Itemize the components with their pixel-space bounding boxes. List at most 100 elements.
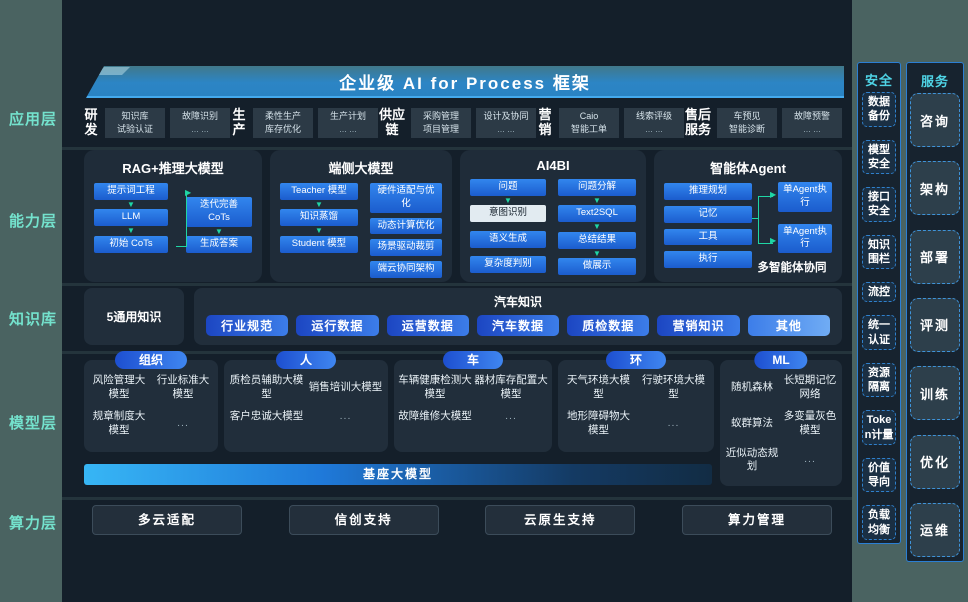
app-task-line: 柔性生产 — [264, 110, 301, 121]
model-group-card-people: 人 质检员辅助大模型 销售培训大模型 客户忠诚大模型 ... — [224, 351, 388, 452]
flow-box: LLM — [94, 209, 168, 227]
flow-box: 工具 — [664, 228, 752, 246]
auto-knowledge-title: 汽车知识 — [493, 295, 542, 309]
app-group-label: 供应链 — [378, 107, 405, 137]
application-layer-row: 研发 知识库 试验认证 故障识别 ... ... 生产 柔性生产 库存优化 生产… — [82, 100, 842, 146]
connector-line — [176, 194, 187, 247]
security-item: 负载均衡 — [862, 505, 896, 540]
layer-divider — [62, 497, 852, 500]
flow-box: Teacher 模型 — [280, 183, 358, 200]
model-group-tag: ML — [754, 351, 808, 369]
app-task-line: ... ... — [339, 124, 357, 134]
flow-box: 语义生成 — [470, 231, 546, 249]
arrow-right-icon: ▶ — [185, 188, 192, 197]
framework-title: 企业级 AI for Process 框架 — [339, 73, 591, 93]
flow-box: 硬件适配与优化 — [370, 183, 442, 213]
framework-title-banner: 企业级 AI for Process 框架 — [86, 66, 844, 98]
compute-layer-row: 多云适配 信创支持 云原生支持 算力管理 — [92, 505, 832, 535]
security-item: 统一认证 — [862, 315, 896, 350]
flow-box-highlight: 意图识别 — [470, 205, 546, 223]
model-item: 质检员辅助大模型 — [229, 374, 304, 400]
security-panel: 安全 数据备份 模型安全 接口安全 知识围栏 流控 统一认证 资源隔离 Toke… — [857, 62, 901, 544]
layer-divider — [62, 283, 852, 286]
connector-line — [752, 218, 759, 219]
app-task-box: Caio 智能工单 — [559, 107, 619, 139]
down-arrow-icon: ▼ — [127, 226, 135, 236]
app-group-label: 营销 — [538, 107, 552, 137]
flow-box: Student 模型 — [280, 235, 358, 253]
security-item: 流控 — [862, 282, 896, 303]
app-group-production: 生产 柔性生产 库存优化 生产计划 ... ... — [230, 107, 378, 139]
model-item: 行业标准大模型 — [156, 374, 210, 400]
arrow-right-icon: ▶ — [770, 190, 777, 199]
model-item: 风险管理大模型 — [92, 374, 146, 400]
model-item: 多变量灰色模型 — [783, 410, 837, 436]
app-task-line: 车预见 — [733, 110, 761, 121]
app-task-line: 故障预警 — [793, 110, 830, 121]
app-task-line: ... ... — [645, 124, 663, 134]
service-item-list: 咨询 架构 部署 评测 训练 优化 运维 — [910, 93, 960, 557]
model-group-tag: 车 — [442, 351, 504, 369]
model-item: 长短期记忆网络 — [783, 374, 837, 400]
flow-box: 动态计算优化 — [370, 217, 442, 235]
general-knowledge-card: 5通用知识 — [84, 288, 184, 345]
app-task-line: 设计及协同 — [483, 110, 529, 121]
card-title: AI4BI — [536, 158, 570, 173]
layer-label-model: 模型层 — [9, 415, 58, 432]
model-item: 客户忠诚大模型 — [229, 410, 304, 423]
knowledge-pill: 运营数据 — [386, 315, 469, 336]
auto-knowledge-card: 汽车知识 行业规范 运行数据 运营数据 汽车数据 质检数据 营销知识 其他 — [194, 288, 842, 345]
app-task-line: 智能工单 — [570, 124, 607, 134]
model-item: 蚁群算法 — [731, 417, 773, 430]
flow-box: 场景驱动裁剪 — [370, 239, 442, 257]
app-task-line: 智能诊断 — [728, 124, 765, 134]
security-item: 模型安全 — [862, 139, 896, 175]
model-item: 近似动态规划 — [725, 446, 779, 473]
capability-card-edge-model: 端侧大模型 Teacher 模型 ▼ 知识蒸馏 ▼ Student 模型 硬件适… — [270, 150, 452, 282]
app-group-marketing: 营销 Caio 智能工单 线索评级 ... ... — [536, 107, 684, 139]
capability-card-ai4bi: AI4BI 问题 ▼ 意图识别 语义生成 复杂度判别 问题分解 ▼ Text2S… — [460, 150, 646, 282]
app-task-line: 采购管理 — [422, 110, 459, 121]
flow-box: 复杂度判别 — [470, 256, 546, 273]
app-task-line: 库存优化 — [264, 124, 301, 134]
security-item: Token计量 — [862, 410, 896, 445]
security-item-list: 数据备份 模型安全 接口安全 知识围栏 流控 统一认证 资源隔离 Token计量… — [860, 92, 898, 540]
model-item: 行驶环境大模型 — [642, 374, 705, 400]
app-group-rd: 研发 知识库 试验认证 故障识别 ... ... — [82, 107, 230, 139]
model-item: 地形障碍物大模型 — [567, 410, 630, 436]
flow-box: 知识蒸馏 — [280, 209, 358, 227]
service-item: 训练 — [910, 366, 960, 421]
app-task-box: 生产计划 ... ... — [318, 107, 378, 139]
layer-label-application: 应用层 — [9, 111, 58, 128]
down-arrow-icon: ▼ — [315, 199, 323, 209]
app-group-supply-chain: 供应链 采购管理 项目管理 设计及协同 ... ... — [378, 107, 536, 139]
app-task-line: 线索评级 — [635, 110, 672, 121]
model-item: ... — [177, 417, 189, 430]
knowledge-pill: 运行数据 — [296, 315, 379, 336]
app-task-line: 生产计划 — [329, 110, 366, 121]
model-item: 车辆健康检测大模型 — [398, 374, 472, 400]
flow-box: 端云协同架构 — [370, 261, 442, 279]
app-task-box: 故障预警 ... ... — [782, 107, 842, 139]
app-task-line: Caio — [579, 110, 599, 121]
layer-divider — [62, 147, 852, 150]
flow-box: 问题 — [470, 179, 546, 196]
card-title: 智能体Agent — [710, 161, 786, 176]
down-arrow-icon: ▼ — [593, 195, 601, 205]
main-panel: 企业级 AI for Process 框架 研发 知识库 试验认证 故障识别 .… — [62, 0, 852, 602]
app-group-label: 生产 — [232, 107, 246, 137]
knowledge-pill: 营销知识 — [657, 315, 740, 336]
app-task-box: 知识库 试验认证 — [105, 107, 165, 139]
model-item: 销售培训大模型 — [308, 380, 383, 393]
app-task-line: 故障识别 — [181, 110, 218, 121]
model-group-card-vehicle: 车 车辆健康检测大模型 器材库存配置大模型 故障维修大模型 ... — [394, 351, 552, 452]
down-arrow-icon: ▼ — [504, 195, 512, 205]
service-item: 咨询 — [910, 93, 960, 147]
model-group-tag: 环 — [605, 351, 667, 369]
app-task-box: 采购管理 项目管理 — [411, 107, 471, 139]
down-arrow-icon: ▼ — [215, 226, 223, 236]
down-arrow-icon: ▼ — [315, 226, 323, 236]
service-panel: 服务 咨询 架构 部署 评测 训练 优化 运维 — [906, 62, 964, 562]
multi-agent-caption: 多智能体协同 — [757, 262, 827, 274]
